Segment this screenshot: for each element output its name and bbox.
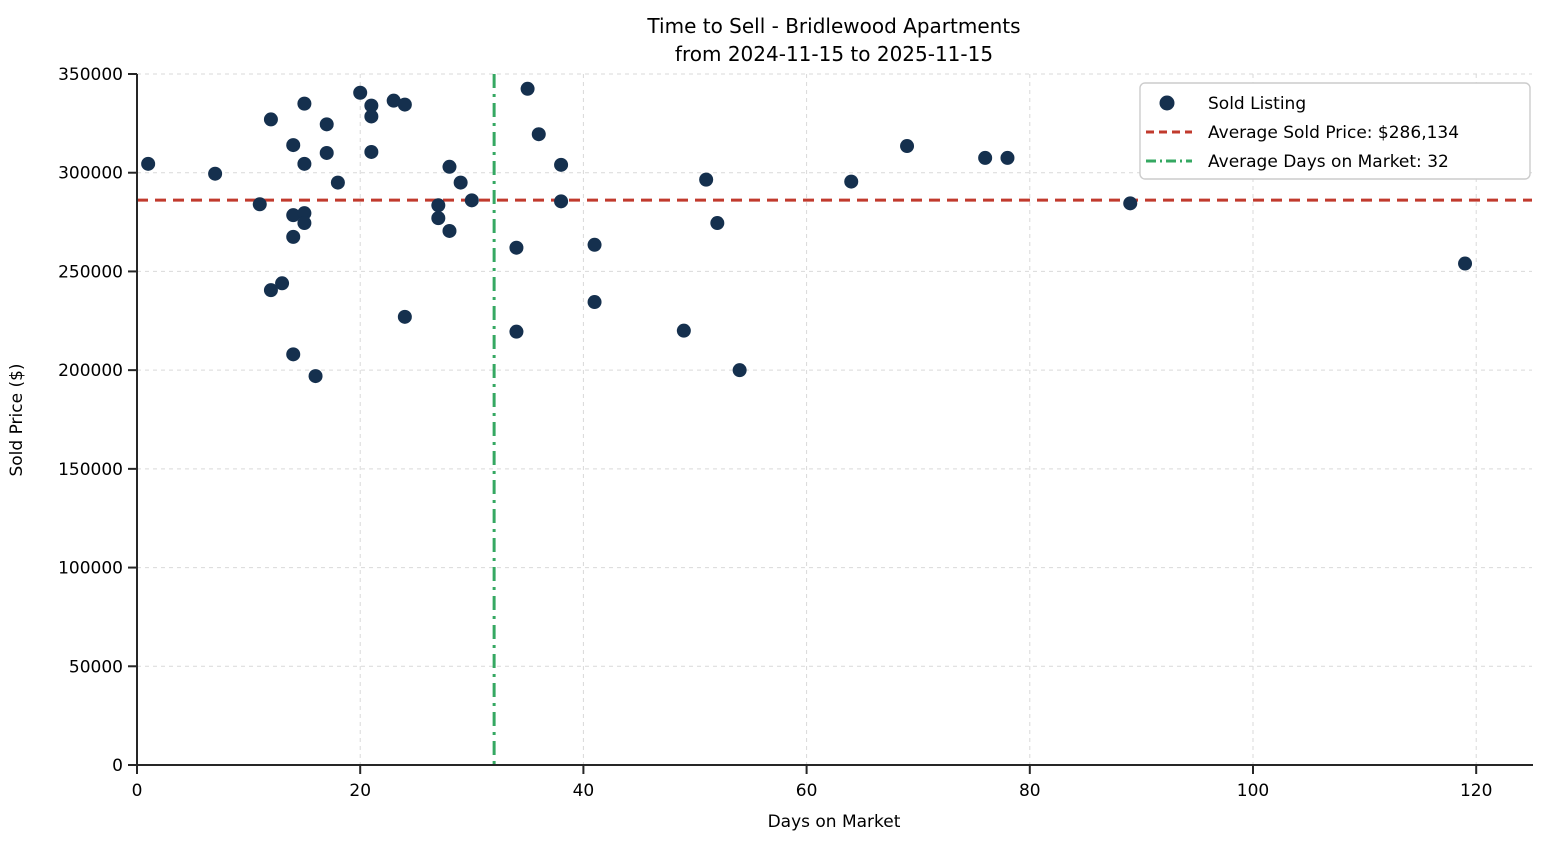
data-point	[297, 216, 312, 231]
x-tick-label: 20	[349, 781, 371, 801]
x-tick-label: 100	[1237, 781, 1269, 801]
data-point	[275, 276, 290, 291]
data-point	[297, 206, 312, 221]
data-point	[453, 175, 468, 190]
data-point	[286, 138, 301, 153]
data-point	[308, 369, 323, 384]
x-axis-ticks: 0 20 40 60 80 100 120	[132, 765, 1492, 801]
chart-title-line1: Time to Sell - Bridlewood Apartments	[646, 14, 1020, 38]
reference-lines	[137, 74, 1532, 765]
x-tick-label: 120	[1460, 781, 1492, 801]
data-point	[587, 295, 602, 310]
data-point	[319, 145, 334, 160]
x-tick-label: 80	[1019, 781, 1041, 801]
data-point	[386, 93, 401, 108]
data-point	[286, 229, 301, 244]
data-point	[1458, 256, 1473, 271]
data-point	[464, 193, 479, 208]
data-point	[397, 97, 412, 112]
data-point	[732, 363, 747, 378]
legend-label-sold-listing: Sold Listing	[1208, 94, 1306, 114]
data-point	[263, 283, 278, 298]
data-point	[978, 150, 993, 165]
legend: Sold Listing Average Sold Price: $286,13…	[1139, 82, 1531, 180]
data-points	[141, 81, 1473, 384]
data-point	[442, 223, 457, 238]
legend-marker-sold-listing	[1159, 95, 1175, 111]
data-point	[509, 324, 524, 339]
y-axis-ticks: 0 50000 100000 150000 200000 250000 300000 3500…	[58, 65, 137, 776]
y-axis-title: Sold Price ($)	[7, 363, 27, 476]
data-point	[297, 156, 312, 171]
data-point	[431, 198, 446, 213]
data-point	[319, 117, 334, 132]
data-point	[364, 144, 379, 159]
y-tick-label: 200000	[58, 361, 123, 381]
data-point	[676, 323, 691, 338]
data-point	[141, 156, 156, 171]
y-tick-label: 350000	[58, 65, 123, 85]
data-point	[554, 194, 569, 209]
data-point	[353, 85, 368, 100]
data-point	[710, 216, 725, 231]
legend-box	[1139, 82, 1531, 180]
x-axis-title: Days on Market	[768, 812, 901, 832]
data-point	[509, 240, 524, 255]
data-point	[554, 157, 569, 172]
data-point	[442, 159, 457, 174]
data-point	[520, 81, 535, 96]
data-point	[900, 139, 915, 154]
chart-title-line2: from 2024-11-15 to 2025-11-15	[675, 42, 993, 66]
data-point	[252, 197, 267, 212]
data-point	[263, 112, 278, 127]
y-tick-label: 150000	[58, 460, 123, 480]
y-tick-label: 100000	[58, 559, 123, 579]
data-point	[330, 175, 345, 190]
legend-label-average-days: Average Days on Market: 32	[1208, 152, 1449, 172]
y-tick-label: 50000	[69, 657, 123, 677]
data-point	[531, 127, 546, 142]
data-point	[397, 309, 412, 324]
x-tick-label: 0	[132, 781, 143, 801]
x-tick-label: 40	[573, 781, 595, 801]
axes-spines	[136, 74, 1533, 766]
data-point	[1123, 196, 1138, 211]
data-point	[587, 237, 602, 252]
data-point	[844, 174, 859, 189]
data-point	[1000, 150, 1015, 165]
data-point	[431, 211, 446, 226]
x-tick-label: 60	[796, 781, 818, 801]
data-point	[364, 98, 379, 113]
data-point	[208, 166, 223, 181]
y-tick-label: 250000	[58, 262, 123, 282]
data-point	[286, 208, 301, 223]
y-tick-label: 0	[112, 756, 123, 776]
legend-swatches	[1146, 95, 1192, 163]
y-tick-label: 300000	[58, 164, 123, 184]
data-point	[364, 109, 379, 124]
data-point	[297, 96, 312, 111]
data-point	[286, 347, 301, 362]
data-point	[699, 172, 714, 187]
legend-label-average-price: Average Sold Price: $286,134	[1208, 123, 1459, 143]
